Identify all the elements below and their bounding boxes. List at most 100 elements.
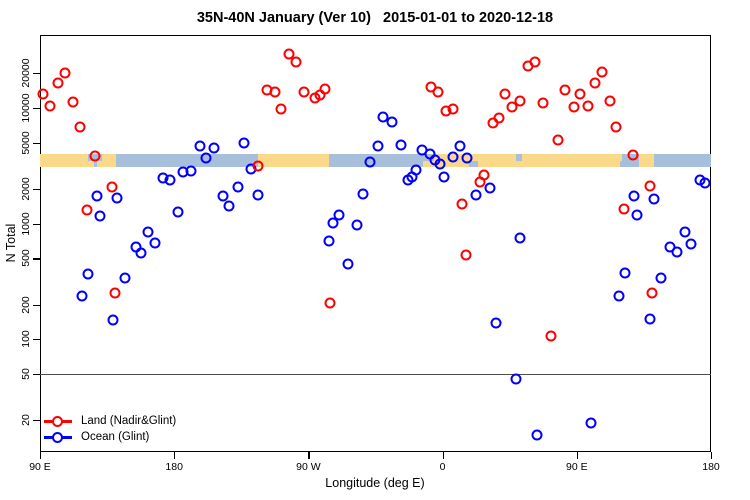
y-tick-label: 50 xyxy=(20,368,32,380)
y-axis-title: N Total xyxy=(4,223,18,263)
ocean-data-point xyxy=(217,190,229,202)
ocean-data-point xyxy=(454,140,466,152)
ocean-band-segment xyxy=(328,153,434,168)
ocean-data-point xyxy=(648,193,660,205)
ocean-data-point xyxy=(644,313,656,325)
ocean-data-point xyxy=(434,158,446,170)
x-axis-tick xyxy=(174,452,176,459)
ocean-data-point xyxy=(232,181,244,193)
land-data-point xyxy=(290,56,302,68)
ocean-data-point xyxy=(164,174,176,186)
legend-item-land: Land (Nadir&Glint) xyxy=(44,413,176,429)
y-axis-tick xyxy=(33,420,40,422)
land-coast-patch xyxy=(83,160,94,168)
ocean-data-point xyxy=(402,174,414,186)
land-data-point xyxy=(106,181,118,193)
ocean-data-point xyxy=(484,182,496,194)
ocean-data-point xyxy=(531,429,543,441)
land-data-point xyxy=(109,287,121,299)
land-data-point xyxy=(552,134,564,146)
ocean-data-point xyxy=(679,226,691,238)
land-data-point xyxy=(52,77,64,89)
ocean-data-point xyxy=(490,317,502,329)
x-tick-label: 180 xyxy=(165,461,183,473)
land-data-point xyxy=(618,203,630,215)
land-band-segment xyxy=(40,153,88,168)
legend-item-ocean: Ocean (Glint) xyxy=(44,429,176,445)
ocean-data-point xyxy=(631,209,643,221)
y-axis-tick xyxy=(33,374,40,376)
ocean-band-segment xyxy=(116,153,258,168)
ocean-data-point xyxy=(438,171,450,183)
land-coast-patch xyxy=(423,160,434,168)
y-tick-label: 10000 xyxy=(20,93,32,123)
ocean-data-point xyxy=(613,290,625,302)
ocean-data-point xyxy=(238,137,250,149)
land-band-segment xyxy=(257,153,329,168)
ocean-data-point xyxy=(685,238,697,250)
land-data-point xyxy=(432,86,444,98)
land-data-point xyxy=(89,150,101,162)
land-data-point xyxy=(610,121,622,133)
ocean-data-point xyxy=(194,140,206,152)
ocean-data-point xyxy=(323,235,335,247)
x-axis-tick xyxy=(711,452,713,459)
land-data-point xyxy=(596,66,608,78)
land-data-point xyxy=(319,83,331,95)
chart-title: 35N-40N January (Ver 10) 2015-01-01 to 2… xyxy=(196,10,554,26)
land-data-point xyxy=(37,88,49,100)
ocean-data-point xyxy=(364,156,376,168)
ocean-data-point xyxy=(655,272,667,284)
ocean-data-point xyxy=(386,116,398,128)
ocean-coast-patch xyxy=(469,160,479,168)
ocean-data-point xyxy=(372,140,384,152)
land-data-point xyxy=(269,86,281,98)
ocean-data-point xyxy=(447,151,459,163)
legend: Land (Nadir&Glint) Ocean (Glint) xyxy=(44,413,176,445)
land-data-point xyxy=(283,48,295,60)
x-axis-tick xyxy=(576,452,578,459)
land-data-point xyxy=(627,149,639,161)
land-band-segment xyxy=(639,153,654,168)
land-coast-patch xyxy=(97,160,102,168)
ocean-data-point xyxy=(699,177,711,189)
y-tick-label: 5000 xyxy=(20,131,32,155)
y-tick-label: 2000 xyxy=(20,177,32,201)
ocean-data-point xyxy=(342,258,354,270)
land-data-point xyxy=(252,160,264,172)
land-data-point xyxy=(568,101,580,113)
ocean-data-point xyxy=(149,237,161,249)
ocean-data-point xyxy=(172,206,184,218)
land-data-point xyxy=(537,97,548,109)
land-data-point xyxy=(644,180,656,192)
land-data-point xyxy=(493,112,505,124)
y-axis-tick xyxy=(33,188,40,191)
legend-label-ocean: Ocean (Glint) xyxy=(81,431,150,443)
land-data-point xyxy=(81,204,93,216)
land-data-point xyxy=(559,84,571,96)
land-data-point xyxy=(74,121,85,133)
ocean-band-segment xyxy=(653,153,711,168)
ocean-data-point xyxy=(223,200,235,212)
ocean-data-point xyxy=(514,232,526,244)
y-axis-tick xyxy=(33,304,40,306)
land-data-point xyxy=(44,100,56,112)
y-axis-tick xyxy=(33,339,40,341)
y-tick-label: 20 xyxy=(20,414,32,426)
reference-line-n50 xyxy=(40,374,711,376)
land-data-point xyxy=(460,249,472,261)
land-data-point xyxy=(447,103,459,115)
ocean-data-point xyxy=(76,290,88,302)
land-data-point xyxy=(529,56,541,68)
ocean-data-point xyxy=(510,373,522,385)
land-data-point xyxy=(59,67,71,79)
x-tick-label: 90 W xyxy=(296,461,321,473)
land-data-point xyxy=(514,95,526,107)
land-data-point xyxy=(582,100,594,112)
x-axis-tick xyxy=(442,452,444,459)
x-axis-title: Longitude (deg E) xyxy=(325,476,425,490)
ocean-data-point xyxy=(91,190,103,202)
land-data-point xyxy=(506,101,518,113)
ocean-data-point xyxy=(119,272,131,284)
